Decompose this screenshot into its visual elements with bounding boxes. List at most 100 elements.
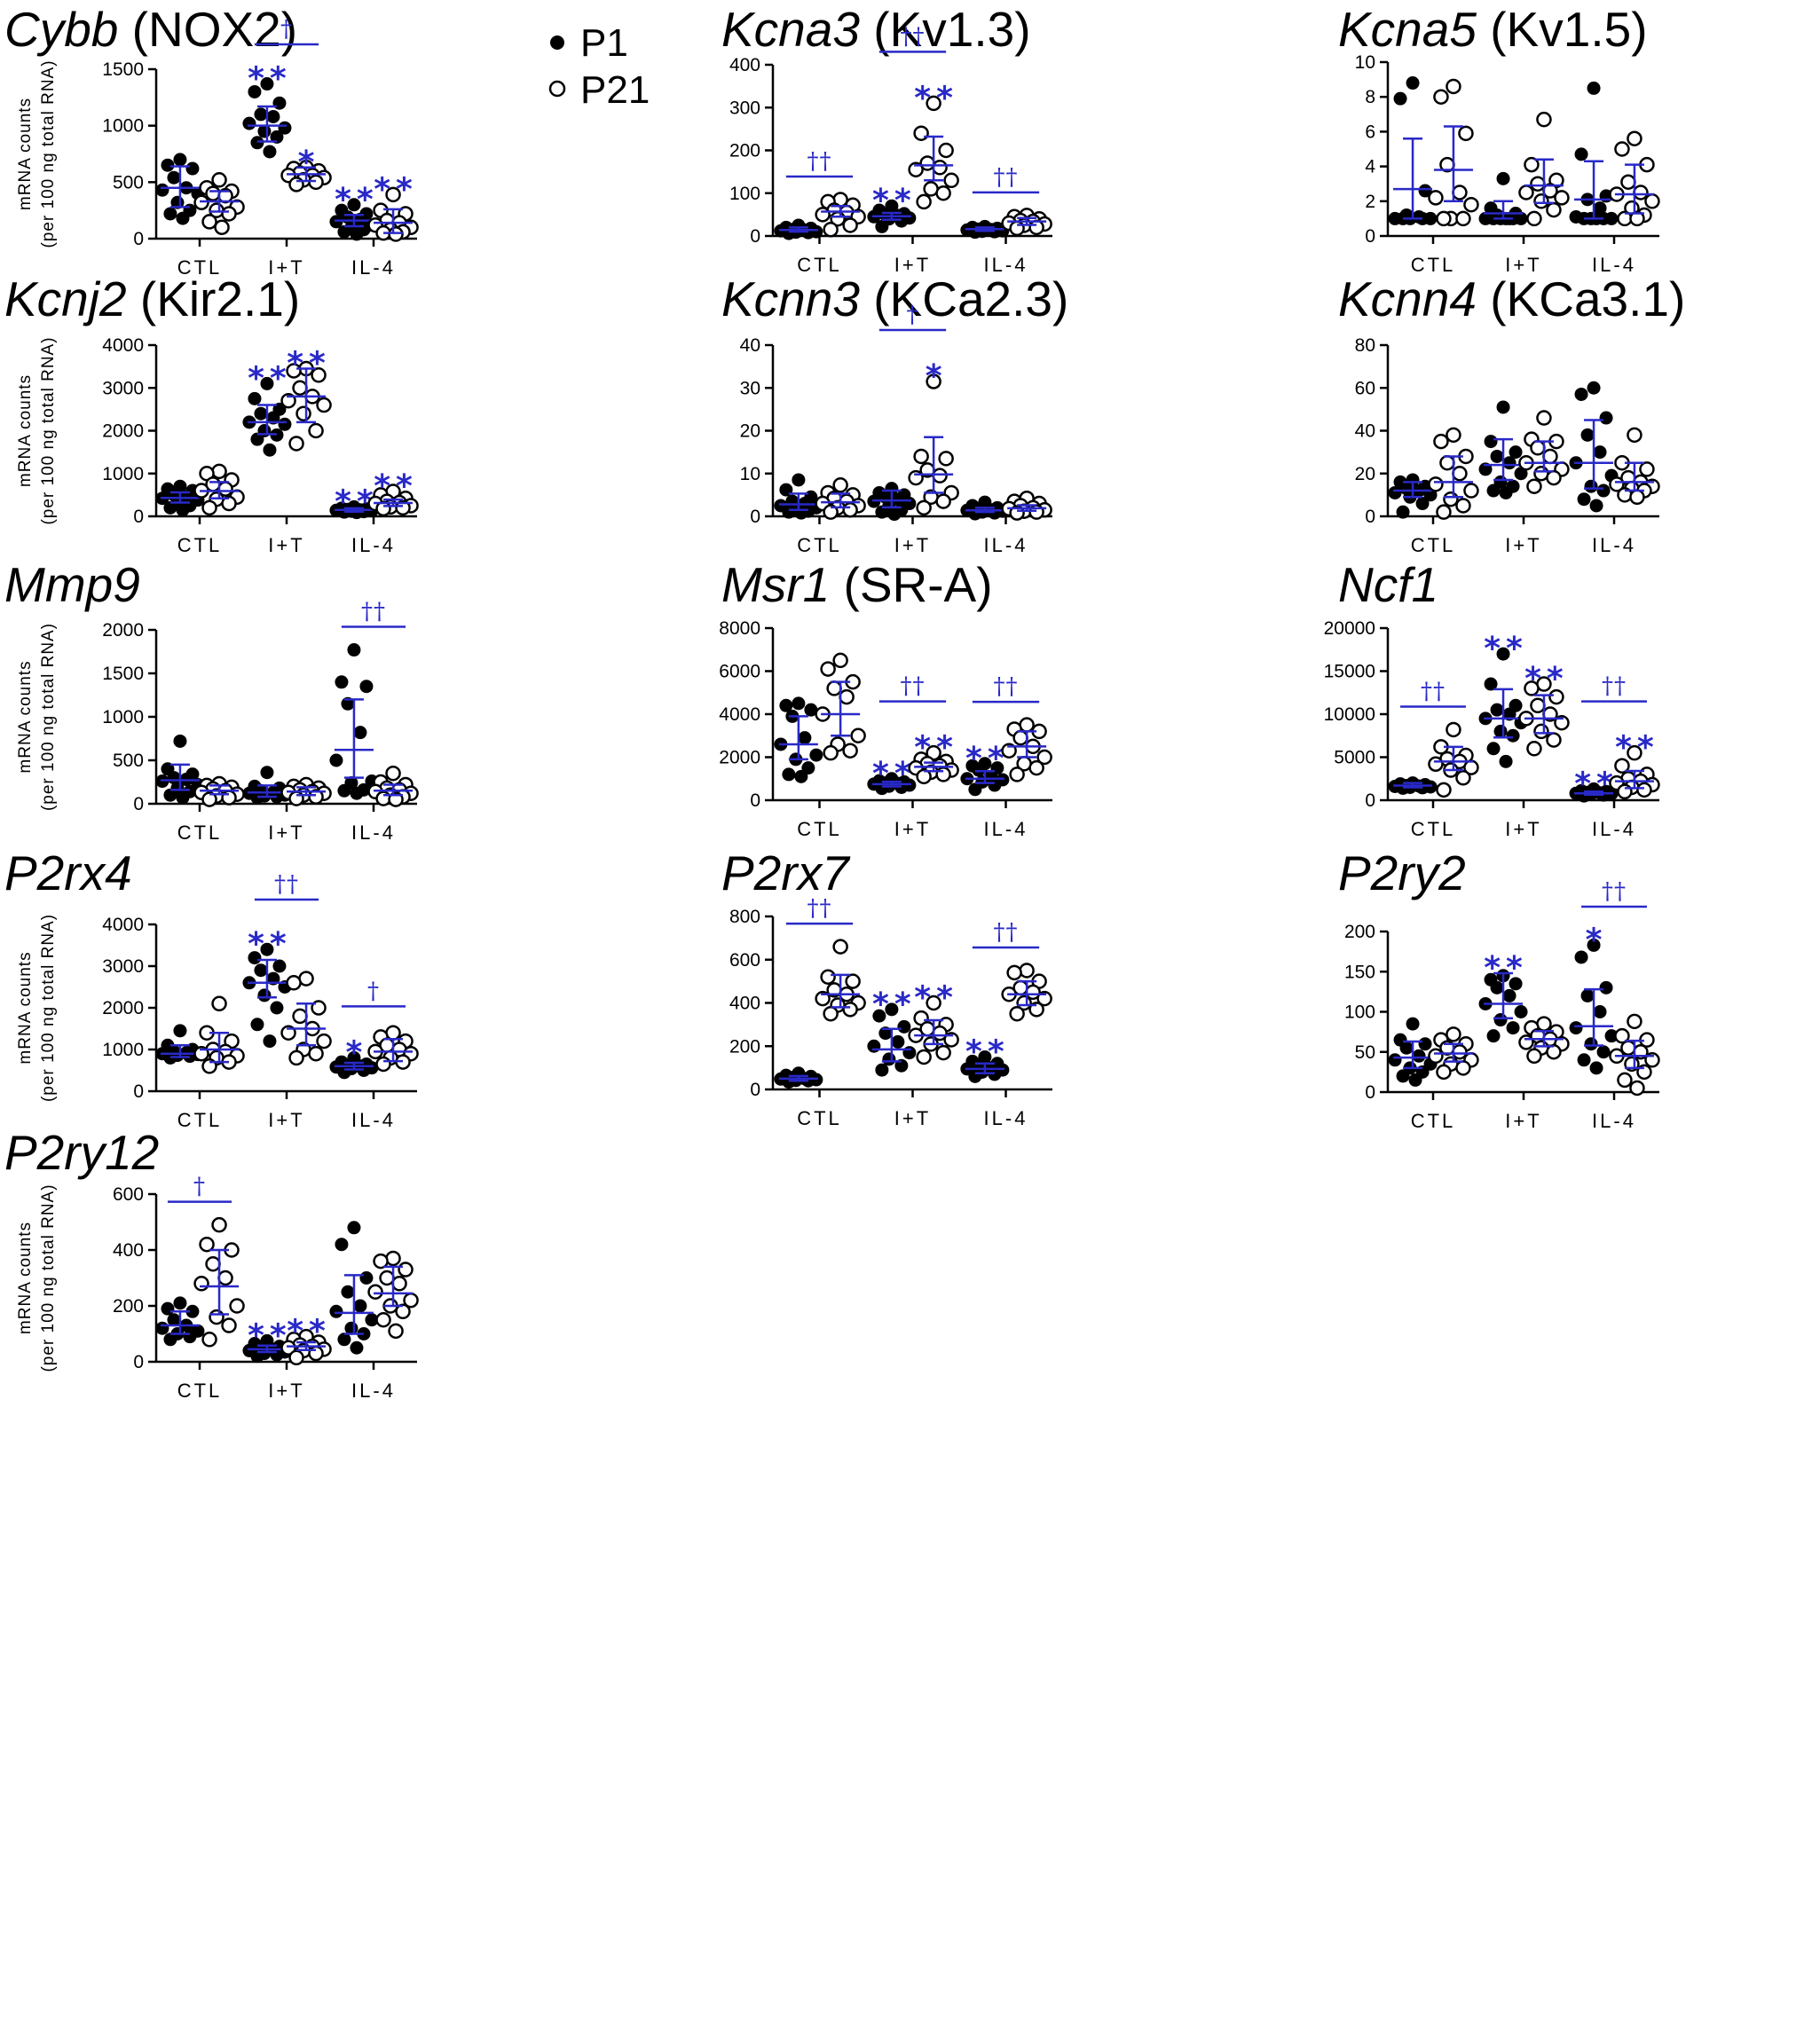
data-point-p21 [938, 451, 954, 467]
y-tick-label: 400 [729, 55, 760, 75]
data-point-p1 [1490, 449, 1504, 463]
chart-title-gene: Kcnn4 [1338, 271, 1477, 326]
y-tick-label: 3000 [102, 378, 144, 398]
data-point-p1 [1486, 483, 1501, 498]
data-point-p21 [1546, 732, 1562, 748]
data-point-p1 [1496, 400, 1510, 414]
data-point-p21 [1455, 498, 1471, 514]
y-tick-label: 1500 [102, 664, 144, 684]
chart-title: Msr1 (SR-A) [721, 557, 993, 612]
x-category-label: IL-4 [1592, 1110, 1636, 1132]
chart-title: P2rx7 [721, 845, 851, 900]
x-category-label: IL-4 [351, 256, 396, 279]
chart-p2rx4: P2rx4 mRNA counts (per 100 ng total RNA) 0 1… [4, 845, 419, 1131]
x-category-label: I+T [894, 818, 931, 840]
data-point-p21 [845, 973, 861, 989]
data-point-p21 [1028, 219, 1044, 236]
x-category-label: CTL [797, 254, 842, 276]
data-point-p21 [205, 185, 221, 201]
x-category-label: IL-4 [351, 534, 396, 556]
data-point-p1 [335, 675, 349, 689]
data-point-p21 [193, 194, 209, 211]
data-point-p1 [278, 417, 292, 431]
data-point-p1 [1584, 1037, 1598, 1051]
data-point-p1 [254, 406, 268, 421]
y-tick-label: 20000 [1324, 618, 1375, 639]
chart-title-protein: (Kv1.5) [1477, 2, 1648, 57]
data-point-p21 [1644, 193, 1660, 209]
significance-stars-p1: ** [872, 183, 917, 219]
data-point-p21 [1439, 454, 1455, 471]
data-point-p21 [935, 766, 951, 782]
y-tick-label: 4 [1365, 157, 1375, 177]
data-point-p21 [1446, 1026, 1461, 1042]
data-point-p21 [221, 1317, 237, 1333]
significance-stars-p21: ** [287, 346, 331, 382]
data-point-p21 [308, 789, 324, 805]
significance-stars-p21: ** [1524, 661, 1569, 697]
y-tick-label: 200 [729, 141, 760, 161]
chart-title-gene: P2rx7 [721, 845, 851, 900]
data-point-p21 [211, 463, 227, 480]
data-point-p21 [1526, 1048, 1542, 1065]
y-tick-label: 400 [729, 994, 760, 1014]
pair-significance-dagger: †† [901, 23, 926, 50]
data-point-p1 [809, 748, 823, 762]
data-point-p21 [913, 448, 929, 465]
data-point-p21 [288, 1349, 304, 1366]
data-point-p21 [823, 744, 839, 761]
data-point-p1 [1486, 742, 1501, 756]
data-point-p21 [1446, 78, 1461, 95]
y-axis-label-line1: mRNA counts [16, 374, 35, 487]
significance-stars-p1: ** [335, 182, 379, 218]
y-tick-label: 0 [750, 507, 760, 527]
legend-label-p21: P21 [580, 68, 650, 112]
data-point-p1 [1574, 387, 1588, 401]
chart-kcnj2: Kcnj2 (Kir2.1) mRNA counts (per 100 ng tot… [4, 271, 419, 556]
y-tick-label: 100 [729, 184, 760, 204]
x-category-label: I+T [268, 822, 304, 844]
data-point-p1 [263, 1034, 277, 1049]
y-tick-label: 0 [1365, 790, 1375, 811]
pair-significance-dagger: †† [994, 164, 1019, 191]
data-point-p21 [1019, 963, 1035, 979]
y-axis-label: mRNA counts (per 100 ng total RNA) [16, 59, 58, 248]
data-point-p21 [926, 994, 941, 1011]
data-point-p1 [902, 1046, 917, 1060]
data-point-p1 [1593, 1005, 1607, 1018]
data-point-p1 [337, 783, 351, 798]
data-point-p1 [968, 782, 982, 797]
chart-ncf1: Ncf105000100001500020000CTL††I+T****IL-4… [1324, 557, 1660, 840]
data-point-p1 [161, 1301, 175, 1316]
pair-significance-dagger: † [907, 302, 919, 328]
y-tick-label: 0 [1365, 226, 1375, 247]
chart-title: Kcna3 (Kv1.3) [721, 2, 1031, 57]
data-point-p21 [1526, 741, 1542, 757]
data-point-p21 [1533, 193, 1549, 209]
data-point-p1 [794, 769, 808, 783]
chart-title-gene: P2ry12 [4, 1125, 159, 1180]
x-category-label: CTL [177, 1109, 223, 1131]
data-point-p1 [335, 1238, 349, 1252]
x-category-label: IL-4 [984, 534, 1028, 556]
data-point-p1 [248, 391, 262, 405]
y-tick-label: 30 [740, 378, 760, 398]
data-point-p21 [1524, 156, 1540, 173]
y-tick-label: 6 [1365, 122, 1375, 142]
data-point-p21 [932, 160, 948, 176]
data-point-p1 [1418, 184, 1432, 198]
data-point-p1 [163, 207, 177, 221]
y-tick-label: 20 [740, 421, 760, 442]
y-tick-label: 0 [133, 1081, 144, 1102]
chart-kcnn4: Kcnn4 (KCa3.1) 0 20 40 60 80 CTL I+T IL-4 [1338, 271, 1685, 556]
chart-title-gene: Kcnn3 [721, 271, 860, 326]
data-point-p21 [316, 1033, 332, 1050]
data-point-p1 [1499, 485, 1513, 499]
data-point-p21 [1436, 210, 1452, 227]
y-tick-label: 200 [113, 1296, 144, 1317]
data-point-p1 [875, 1063, 889, 1077]
data-point-p1 [185, 1304, 200, 1318]
chart-title-gene: Kcna5 [1338, 2, 1477, 57]
data-point-p1 [353, 212, 367, 226]
x-category-label: I+T [268, 256, 304, 279]
